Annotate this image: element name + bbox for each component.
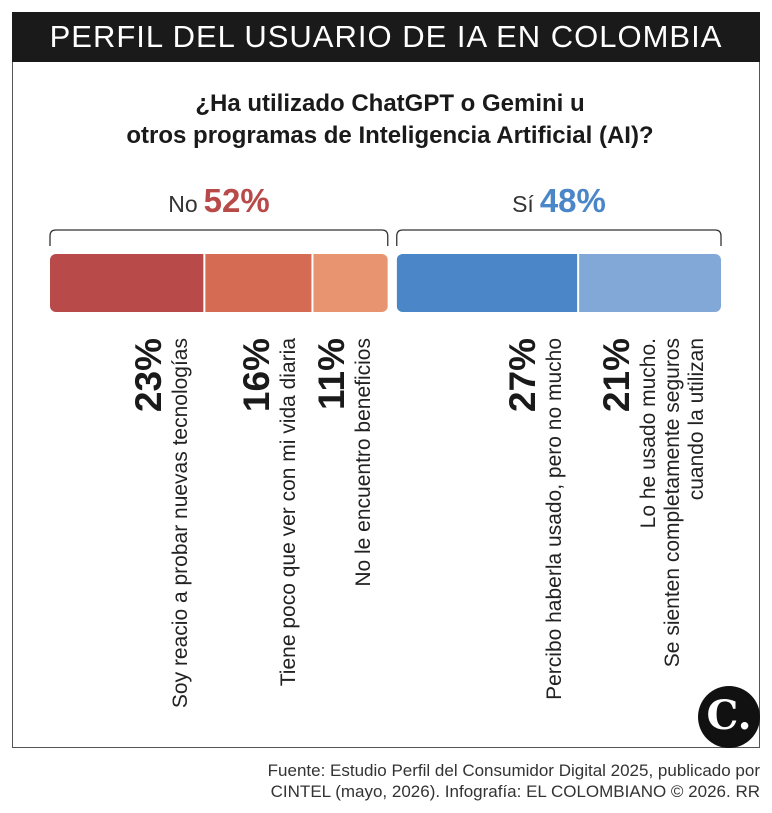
source-line-1: Fuente: Estudio Perfil del Consumidor Di… <box>267 761 760 780</box>
group-si-percent: 48% <box>539 182 606 219</box>
segment-label-rotated: 21% Lo he usado mucho. Se sienten completa… <box>596 338 709 668</box>
segment-description: cuando la utilizan <box>685 338 708 501</box>
bar-segment-11pct <box>313 254 388 312</box>
segment-description: Soy reacio a probar nuevas tecnologías <box>169 338 193 709</box>
question-line-2: otros programas de Inteligencia Artifici… <box>126 122 654 149</box>
group-si-heading: Sí 48% <box>397 182 721 222</box>
segment-label-rotated: 23% Soy reacio a probar nuevas tecnología… <box>128 338 193 709</box>
page-title: PERFIL DEL USUARIO DE IA EN COLOMBIA <box>12 12 760 62</box>
bar-group-no <box>50 254 388 312</box>
bar-segment-27pct <box>396 254 578 312</box>
segment-label-rotated: 11% No le encuentro beneficios <box>310 338 376 587</box>
segment-percent: 21% <box>596 338 637 413</box>
chart-question: ¿Ha utilizado ChatGPT o Gemini u otros p… <box>40 88 740 152</box>
segment-description: Se sienten completamente seguros <box>661 338 684 668</box>
bar-segment-23pct <box>50 254 204 312</box>
segment-label-rotated: 27% Percibo haberla usado, pero no mucho <box>502 338 567 700</box>
bracket-si <box>396 229 722 246</box>
segment-description: Tiene poco que ver con mi vida diaria <box>277 338 301 687</box>
infographic-frame <box>12 12 760 748</box>
bar-segment-16pct <box>205 254 312 312</box>
source-note: Fuente: Estudio Perfil del Consumidor Di… <box>268 760 760 802</box>
bar-segment-21pct <box>579 254 721 312</box>
segment-percent: 16% <box>236 338 278 413</box>
source-line-2: CINTEL (mayo, 2026). Infografía: EL COLO… <box>270 782 760 801</box>
segment-description: Percibo haberla usado, pero no mucho <box>543 338 567 700</box>
segment-label-rotated: 16% Tiene poco que ver con mi vida diaria <box>236 338 301 687</box>
segment-percent: 11% <box>310 338 352 411</box>
bar-group-si <box>396 254 721 312</box>
el-colombiano-logo: C. <box>698 686 760 748</box>
segment-percent: 27% <box>502 338 544 413</box>
question-line-1: ¿Ha utilizado ChatGPT o Gemini u <box>195 90 585 117</box>
group-si-label: Sí <box>512 191 534 217</box>
group-no-percent: 52% <box>203 182 270 219</box>
bracket-no <box>49 229 389 246</box>
group-no-heading: No 52% <box>50 182 388 222</box>
segment-percent: 23% <box>128 338 170 413</box>
group-no-label: No <box>168 191 198 217</box>
segment-description: No le encuentro beneficios <box>351 338 375 587</box>
segment-description: Lo he usado mucho. <box>637 338 660 529</box>
